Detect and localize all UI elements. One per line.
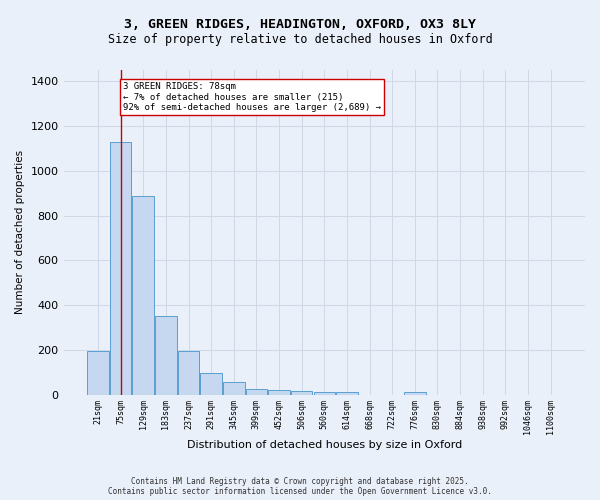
Bar (268, 390, 290, 394)
Bar (291, 391, 313, 394)
Bar (110, 142, 131, 394)
Bar (314, 392, 335, 394)
Bar (200, 374, 222, 394)
Text: Size of property relative to detached houses in Oxford: Size of property relative to detached ho… (107, 32, 493, 46)
X-axis label: Distribution of detached houses by size in Oxford: Distribution of detached houses by size … (187, 440, 462, 450)
Bar (336, 392, 358, 394)
Bar (178, 351, 199, 395)
Bar (245, 389, 267, 394)
Bar (155, 316, 176, 394)
Bar (87, 351, 109, 395)
Text: Contains public sector information licensed under the Open Government Licence v3: Contains public sector information licen… (108, 487, 492, 496)
Bar (133, 196, 154, 394)
Bar (223, 382, 245, 394)
Text: 3, GREEN RIDGES, HEADINGTON, OXFORD, OX3 8LY: 3, GREEN RIDGES, HEADINGTON, OXFORD, OX3… (124, 18, 476, 30)
Text: Contains HM Land Registry data © Crown copyright and database right 2025.: Contains HM Land Registry data © Crown c… (131, 477, 469, 486)
Text: 3 GREEN RIDGES: 78sqm
← 7% of detached houses are smaller (215)
92% of semi-deta: 3 GREEN RIDGES: 78sqm ← 7% of detached h… (124, 82, 382, 112)
Bar (404, 392, 425, 394)
Y-axis label: Number of detached properties: Number of detached properties (15, 150, 25, 314)
